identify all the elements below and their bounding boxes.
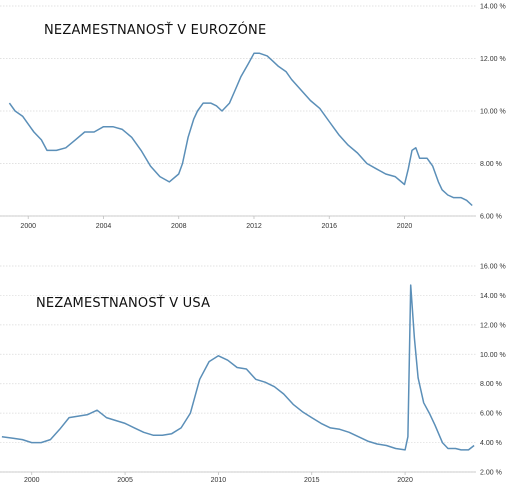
eurozone-y-tick-label: 8.00 %	[480, 161, 502, 168]
usa-y-tick-label: 8.00 %	[480, 381, 502, 388]
eurozone-x-tick-label: 2020	[397, 223, 413, 230]
usa-series-line	[1, 284, 475, 451]
eurozone-y-tick-label: 10.00 %	[480, 109, 506, 116]
eurozone-chart-title: NEZAMESTNANOSŤ V EUROZÓNE	[44, 23, 267, 38]
usa-y-tick-label: 16.00 %	[480, 264, 506, 271]
eurozone-y-tick-label: 12.00 %	[480, 56, 506, 63]
eurozone-x-tick-label: 2008	[171, 223, 187, 230]
eurozone-x-tick-label: 2016	[321, 223, 337, 230]
eurozone-y-tick-label: 6.00 %	[480, 214, 502, 221]
usa-x-tick-label: 2000	[24, 477, 40, 484]
usa-x-tick-label: 2005	[117, 477, 133, 484]
usa-y-tick-label: 14.00 %	[480, 293, 506, 300]
usa-chart: 2.00 % 4.00 % 6.00 % 8.00 % 10.00 % 12.00 % 14…	[0, 264, 506, 484]
usa-y-tick-label: 4.00 %	[480, 440, 502, 447]
usa-y-tick-label: 12.00 %	[480, 322, 506, 329]
usa-chart-title: NEZAMESTNANOSŤ V USA	[36, 296, 211, 311]
eurozone-series-line	[8, 52, 473, 207]
usa-x-tick-label: 2015	[304, 477, 320, 484]
eurozone-y-tick-label: 14.00 %	[480, 4, 506, 11]
usa-y-tick-label: 2.00 %	[480, 470, 502, 477]
eurozone-x-tick-label: 2004	[96, 223, 112, 230]
usa-x-tick-label: 2010	[211, 477, 227, 484]
usa-x-tick-label: 2020	[397, 477, 413, 484]
usa-y-tick-label: 10.00 %	[480, 352, 506, 359]
usa-y-tick-label: 6.00 %	[480, 411, 502, 418]
eurozone-x-tick-label: 2000	[20, 223, 36, 230]
eurozone-x-tick-label: 2012	[246, 223, 262, 230]
eurozone-chart: 6.00 % 8.00 % 10.00 % 12.00 % 14.00 % 2000 200…	[0, 4, 506, 230]
